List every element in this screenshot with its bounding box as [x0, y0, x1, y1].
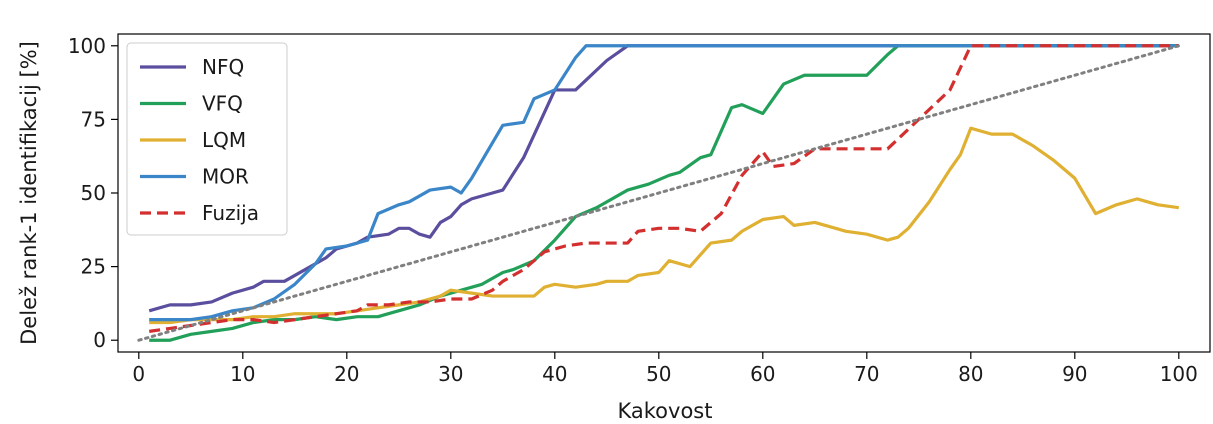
- x-tick-label: 90: [1062, 362, 1087, 386]
- x-tick-label: 100: [1160, 362, 1198, 386]
- y-tick-label: 100: [68, 34, 106, 58]
- y-tick-label: 25: [81, 255, 106, 279]
- series-line-fuzija: [148, 44, 1179, 333]
- y-axis-title: Delež rank-1 identifikacij [%]: [17, 41, 41, 345]
- legend-label-vfq: VFQ: [202, 92, 243, 116]
- legend-box: [126, 42, 288, 236]
- legend: NFQ VFQ LQM MOR Fuzija: [126, 42, 288, 236]
- series-line-lqm: [149, 126, 1180, 325]
- x-tick-label: 60: [750, 362, 775, 386]
- y-tick-label: 0: [93, 328, 106, 352]
- x-tick-label: 40: [542, 362, 567, 386]
- x-tick-label: 10: [230, 362, 255, 386]
- x-tick-label: 50: [646, 362, 671, 386]
- y-ticks: 0 25 50 75 100: [68, 34, 118, 352]
- x-axis-title: Kakovost: [618, 399, 713, 423]
- legend-label-nfq: NFQ: [202, 55, 244, 79]
- legend-label-lqm: LQM: [202, 128, 246, 152]
- x-tick-label: 80: [958, 362, 983, 386]
- y-tick-label: 75: [81, 107, 106, 131]
- series-line-reference-diagonal: [137, 44, 1181, 342]
- x-tick-label: 30: [438, 362, 463, 386]
- x-ticks: 0 10 20 30 40 50 60 70 80 90 100: [132, 352, 1198, 386]
- series-line-mor: [149, 44, 1179, 322]
- x-tick-label: 70: [854, 362, 879, 386]
- legend-label-fuzija: Fuzija: [202, 201, 259, 225]
- series-line-nfq: [148, 44, 1179, 313]
- x-tick-label: 0: [132, 362, 145, 386]
- legend-label-mor: MOR: [202, 165, 249, 189]
- x-tick-label: 20: [334, 362, 359, 386]
- series-layer: [137, 44, 1181, 342]
- y-tick-label: 50: [81, 181, 106, 205]
